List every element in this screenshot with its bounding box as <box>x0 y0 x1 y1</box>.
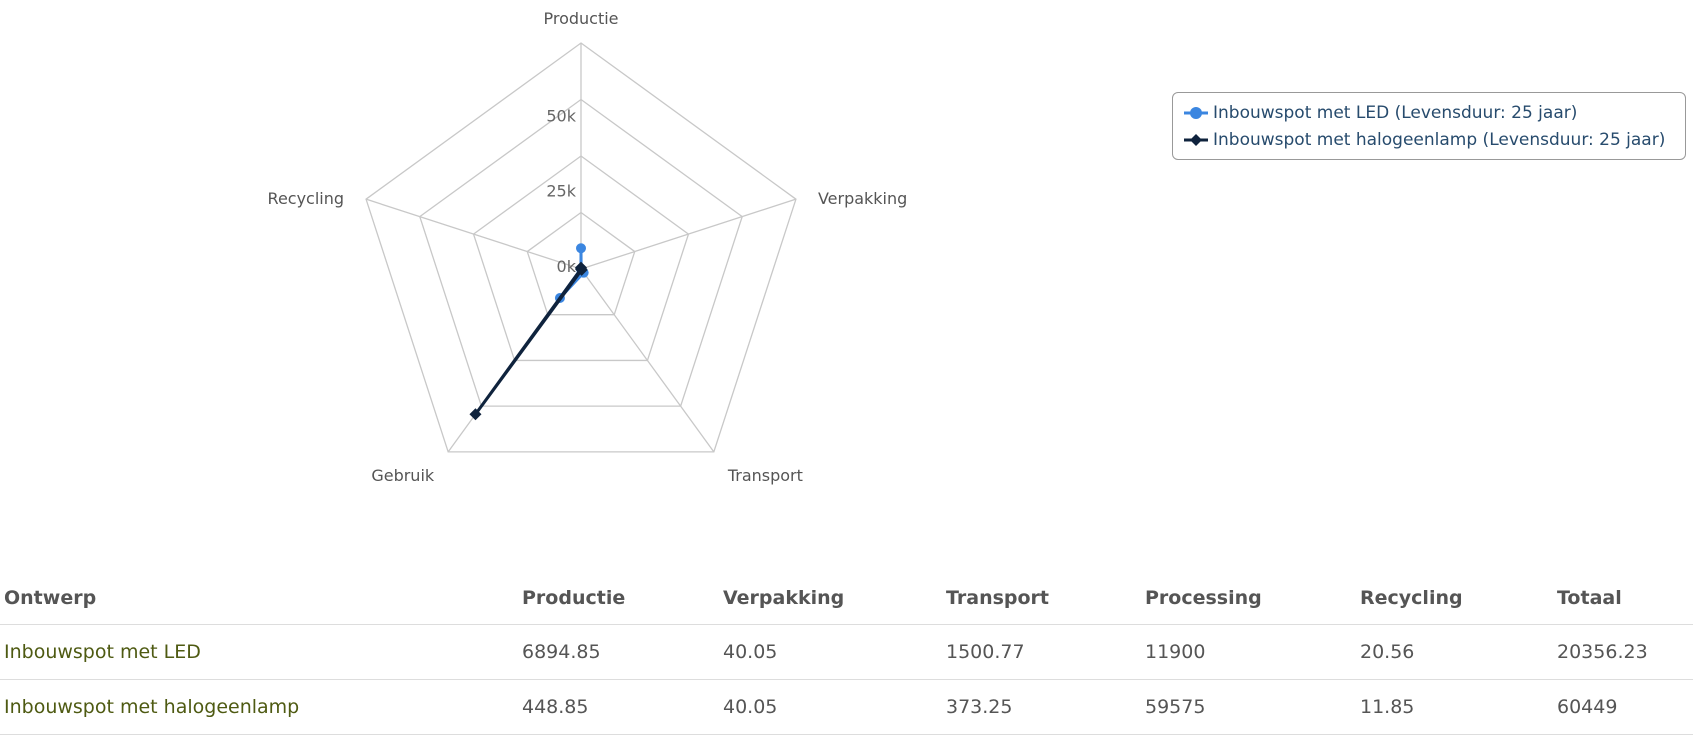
cell-totaal: 60449 <box>1553 679 1693 735</box>
cell-design: Inbouwspot met LED <box>0 624 518 680</box>
cell-transport: 1500.77 <box>942 624 1141 680</box>
axis-label-transport: Transport <box>727 466 803 485</box>
legend-item-0[interactable]: Inbouwspot met LED (Levensduur: 25 jaar) <box>1183 99 1675 126</box>
tick-label-25k: 25k <box>546 182 576 201</box>
cell-recycling: 20.56 <box>1356 624 1553 680</box>
cell-recycling: 11.85 <box>1356 679 1553 735</box>
table-row: Inbouwspot met halogeenlamp 448.85 40.05… <box>0 679 1693 735</box>
header-totaal: Totaal <box>1553 572 1693 625</box>
grid-ring-1 <box>472 155 690 362</box>
chart-legend: Inbouwspot met LED (Levensduur: 25 jaar)… <box>1172 92 1686 160</box>
grid-spoke-1 <box>580 198 797 270</box>
cell-productie: 448.85 <box>518 679 719 735</box>
tick-label-50k: 50k <box>546 106 576 125</box>
legend-label-0: Inbouwspot met LED (Levensduur: 25 jaar) <box>1213 102 1578 123</box>
grid-spoke-2 <box>580 268 715 453</box>
axis-label-gebruik: Gebruik <box>371 466 435 485</box>
cell-transport: 373.25 <box>942 679 1141 735</box>
cell-verpakking: 40.05 <box>719 679 942 735</box>
axis-label-productie: Productie <box>543 9 618 28</box>
series-0-point-0 <box>576 243 586 254</box>
grid-spoke-4 <box>365 198 582 270</box>
series-1-point-3 <box>469 408 482 421</box>
table-header-row: Ontwerp Productie Verpakking Transport P… <box>0 572 1693 625</box>
tick-label-0k: 0k <box>557 257 577 276</box>
cell-productie: 6894.85 <box>518 624 719 680</box>
radar-svg: Productie Verpakking Transport Gebruik Recyc… <box>268 9 908 485</box>
legend-swatch-1 <box>1184 133 1208 146</box>
radar-chart: Productie Verpakking Transport Gebruik Recyc… <box>268 9 1686 485</box>
series-1-point-4 <box>574 262 587 275</box>
axis-label-verpakking: Verpakking <box>818 189 907 208</box>
results-table: Ontwerp Productie Verpakking Transport P… <box>0 572 1693 735</box>
table-row: Inbouwspot met LED 6894.85 40.05 1500.77… <box>0 624 1693 680</box>
legend-label-1: Inbouwspot met halogeenlamp (Levensduur:… <box>1213 129 1666 150</box>
grid-ring-2 <box>419 98 743 407</box>
cell-totaal: 20356.23 <box>1553 624 1693 680</box>
cell-design: Inbouwspot met halogeenlamp <box>0 679 518 735</box>
header-verpakking: Verpakking <box>719 572 942 625</box>
header-transport: Transport <box>942 572 1141 625</box>
header-productie: Productie <box>518 572 719 625</box>
cell-verpakking: 40.05 <box>719 624 942 680</box>
cell-processing: 59575 <box>1141 679 1356 735</box>
grid-ring-3 <box>365 42 797 453</box>
legend-item-1[interactable]: Inbouwspot met halogeenlamp (Levensduur:… <box>1183 126 1675 153</box>
axis-label-recycling: Recycling <box>268 189 345 208</box>
legend-swatch-0 <box>1184 106 1208 119</box>
grid-ring-0 <box>526 211 636 316</box>
header-recycling: Recycling <box>1356 572 1553 625</box>
cell-processing: 11900 <box>1141 624 1356 680</box>
header-processing: Processing <box>1141 572 1356 625</box>
header-ontwerp: Ontwerp <box>0 572 518 625</box>
